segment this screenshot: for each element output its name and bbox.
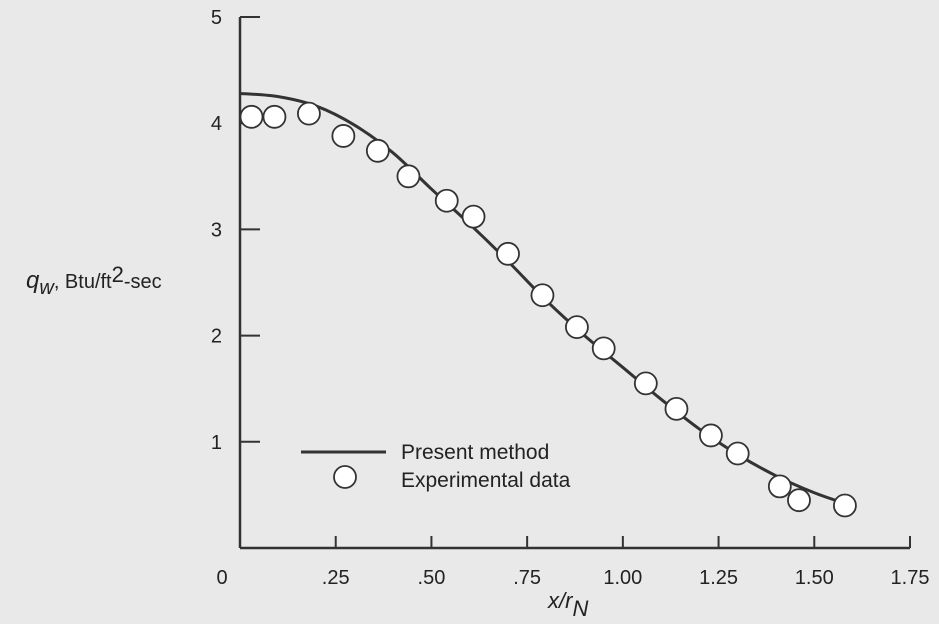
- experimental-data-point: [767, 474, 792, 499]
- experimental-data-point: [699, 423, 723, 448]
- experimental-data-point: [297, 101, 321, 126]
- experimental-data-point: [565, 315, 589, 340]
- y-tick-label: 3: [211, 219, 222, 241]
- experimental-data-point: [591, 336, 616, 361]
- y-tick-label: 2: [211, 326, 222, 348]
- experimental-data-point: [725, 441, 750, 466]
- experimental-data-point: [633, 371, 658, 396]
- experimental-data-point: [239, 104, 264, 129]
- experimental-data-point: [496, 241, 520, 266]
- experimental-data-point: [461, 204, 486, 229]
- experimental-data-point: [331, 124, 356, 148]
- x-tick-label: .50: [418, 567, 446, 589]
- experimental-data-point: [664, 396, 689, 421]
- legend: Present method Experimental data: [301, 441, 571, 492]
- x-tick-label: 1.25: [699, 567, 738, 589]
- x-tick-label: .75: [513, 567, 541, 589]
- experimental-data-point: [530, 283, 555, 308]
- legend-marker-swatch: [333, 465, 357, 489]
- legend-label-present-method: Present method: [401, 441, 549, 464]
- experimental-data-point: [365, 138, 390, 163]
- tick-labels: 0 .25 .50 .75 1.00 1.25 1.50 1.75 1 2 3 4 5: [211, 7, 930, 589]
- experimental-data-point: [434, 188, 459, 213]
- y-tick-label: 4: [211, 113, 222, 135]
- experimental-data-point: [396, 164, 421, 189]
- experimental-data-series: [239, 101, 857, 518]
- x-tick-label: 1.00: [603, 567, 642, 589]
- experimental-data-point: [833, 493, 857, 518]
- x-tick-label: .25: [322, 567, 350, 589]
- x-tick-label: 1.50: [795, 567, 834, 589]
- x-tick-label: 0: [216, 567, 227, 589]
- legend-label-experimental-data: Experimental data: [401, 469, 571, 492]
- x-tick-label: 1.75: [891, 567, 930, 589]
- experimental-data-point: [787, 488, 811, 513]
- y-tick-label: 5: [211, 7, 222, 29]
- y-axis-label: qw, Btu/ft2-sec: [26, 262, 162, 299]
- x-axis-label: x/rN: [547, 588, 588, 621]
- experimental-data-point: [262, 104, 287, 129]
- y-tick-label: 1: [211, 432, 222, 454]
- axes: [238, 17, 910, 550]
